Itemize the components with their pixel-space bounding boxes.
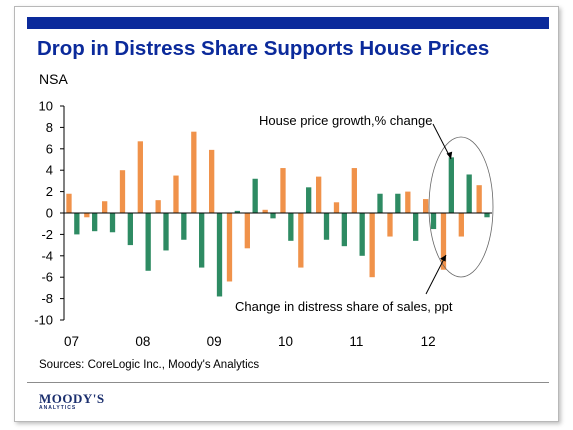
distress-share-bar xyxy=(395,193,401,213)
distress-share-bar xyxy=(359,213,365,256)
footer-divider xyxy=(27,382,549,383)
x-tick-label: 07 xyxy=(64,334,79,349)
distress-share-bar xyxy=(145,213,151,271)
y-tick-labels: 10 8 6 4 2 0 -2 -4 -6 -8 -10 xyxy=(34,99,53,328)
house-price-bar xyxy=(137,141,143,213)
y-tick-label: -6 xyxy=(41,270,53,285)
moodys-logo: MOODY'S ANALYTICS xyxy=(39,392,105,411)
house-price-bar xyxy=(173,175,179,213)
house-price-bar xyxy=(84,213,90,218)
bar-group xyxy=(66,131,490,297)
annotation-house-price: House price growth,% change xyxy=(259,113,432,128)
y-tick-label: 8 xyxy=(46,120,53,135)
house-price-bar xyxy=(405,191,411,213)
brand-bar xyxy=(27,17,549,29)
house-price-bar xyxy=(316,176,322,213)
distress-share-bar xyxy=(484,213,490,218)
distress-share-bar xyxy=(252,178,258,213)
house-price-bar xyxy=(226,213,233,282)
x-tick-label: 08 xyxy=(135,334,150,349)
axes-group xyxy=(60,105,492,321)
bar-chart: 10 8 6 4 2 0 -2 -4 -6 -8 -10 07 08 09 10 11 12 House pr… xyxy=(34,99,494,349)
distress-share-bar xyxy=(199,213,205,268)
house-price-bar xyxy=(66,193,72,213)
y-tick-label: -2 xyxy=(41,227,53,242)
distress-share-bar xyxy=(413,213,419,241)
house-price-bar xyxy=(369,213,375,278)
logo-wordmark: MOODY'S xyxy=(39,391,105,406)
distress-share-bar xyxy=(234,210,240,213)
y-tick-label: 6 xyxy=(46,141,53,156)
y-tick-label: 10 xyxy=(39,99,53,114)
logo-subtext: ANALYTICS xyxy=(39,405,77,411)
x-tick-label: 11 xyxy=(349,334,363,349)
distress-share-bar xyxy=(216,213,223,297)
house-price-bar xyxy=(244,213,250,249)
house-price-bar xyxy=(333,202,340,213)
highlight-ellipse xyxy=(428,136,494,278)
distress-share-bar xyxy=(341,213,347,247)
slide-frame: Drop in Distress Share Supports House Pr… xyxy=(14,6,559,422)
distress-share-bar xyxy=(448,157,454,213)
house-price-bar xyxy=(102,201,108,213)
house-price-bar xyxy=(476,185,482,213)
house-price-bar xyxy=(440,213,447,270)
house-price-bar xyxy=(155,200,161,213)
distress-share-bar xyxy=(92,213,98,232)
distress-share-bar xyxy=(127,213,133,246)
annotation-arrow-bottom xyxy=(425,254,447,295)
y-tick-label: 0 xyxy=(46,206,53,221)
house-price-bar xyxy=(262,209,268,213)
x-tick-label: 12 xyxy=(421,334,436,349)
x-tick-labels: 07 08 09 10 11 12 xyxy=(64,334,436,349)
distress-share-bar xyxy=(306,187,312,213)
house-price-bar xyxy=(119,170,126,213)
house-price-bar xyxy=(387,213,393,237)
x-tick-label: 09 xyxy=(207,334,222,349)
y-tick-label: -10 xyxy=(34,313,53,328)
distress-share-bar xyxy=(74,213,80,235)
distress-share-bar xyxy=(288,213,294,241)
annotation-arrowhead-top xyxy=(446,151,453,159)
source-note: Sources: CoreLogic Inc., Moody's Analyti… xyxy=(39,359,260,371)
distress-share-bar xyxy=(466,174,472,213)
distress-share-bar xyxy=(377,193,383,213)
page-title: Drop in Distress Share Supports House Pr… xyxy=(37,37,490,60)
house-price-bar xyxy=(351,168,357,213)
house-price-bar xyxy=(280,168,286,213)
chart-subtitle: NSA xyxy=(39,71,68,87)
distress-share-bar xyxy=(270,213,276,219)
distress-share-bar xyxy=(430,213,437,230)
house-price-bar xyxy=(298,213,304,268)
y-tick-label: -8 xyxy=(41,291,53,306)
y-tick-label: 4 xyxy=(46,163,53,178)
distress-share-bar xyxy=(181,213,187,240)
x-tick-label: 10 xyxy=(278,334,293,349)
distress-share-bar xyxy=(323,213,330,240)
distress-share-bar xyxy=(163,213,169,251)
y-tick-label: 2 xyxy=(46,184,53,199)
house-price-bar xyxy=(209,149,215,213)
distress-share-bar xyxy=(109,213,116,233)
y-tick-label: -4 xyxy=(41,248,53,263)
house-price-bar xyxy=(191,131,197,213)
house-price-bar xyxy=(458,213,464,237)
house-price-bar xyxy=(423,199,429,213)
annotation-arrowhead-bottom xyxy=(440,255,446,262)
annotation-distress-share: Change in distress share of sales, ppt xyxy=(235,299,453,314)
